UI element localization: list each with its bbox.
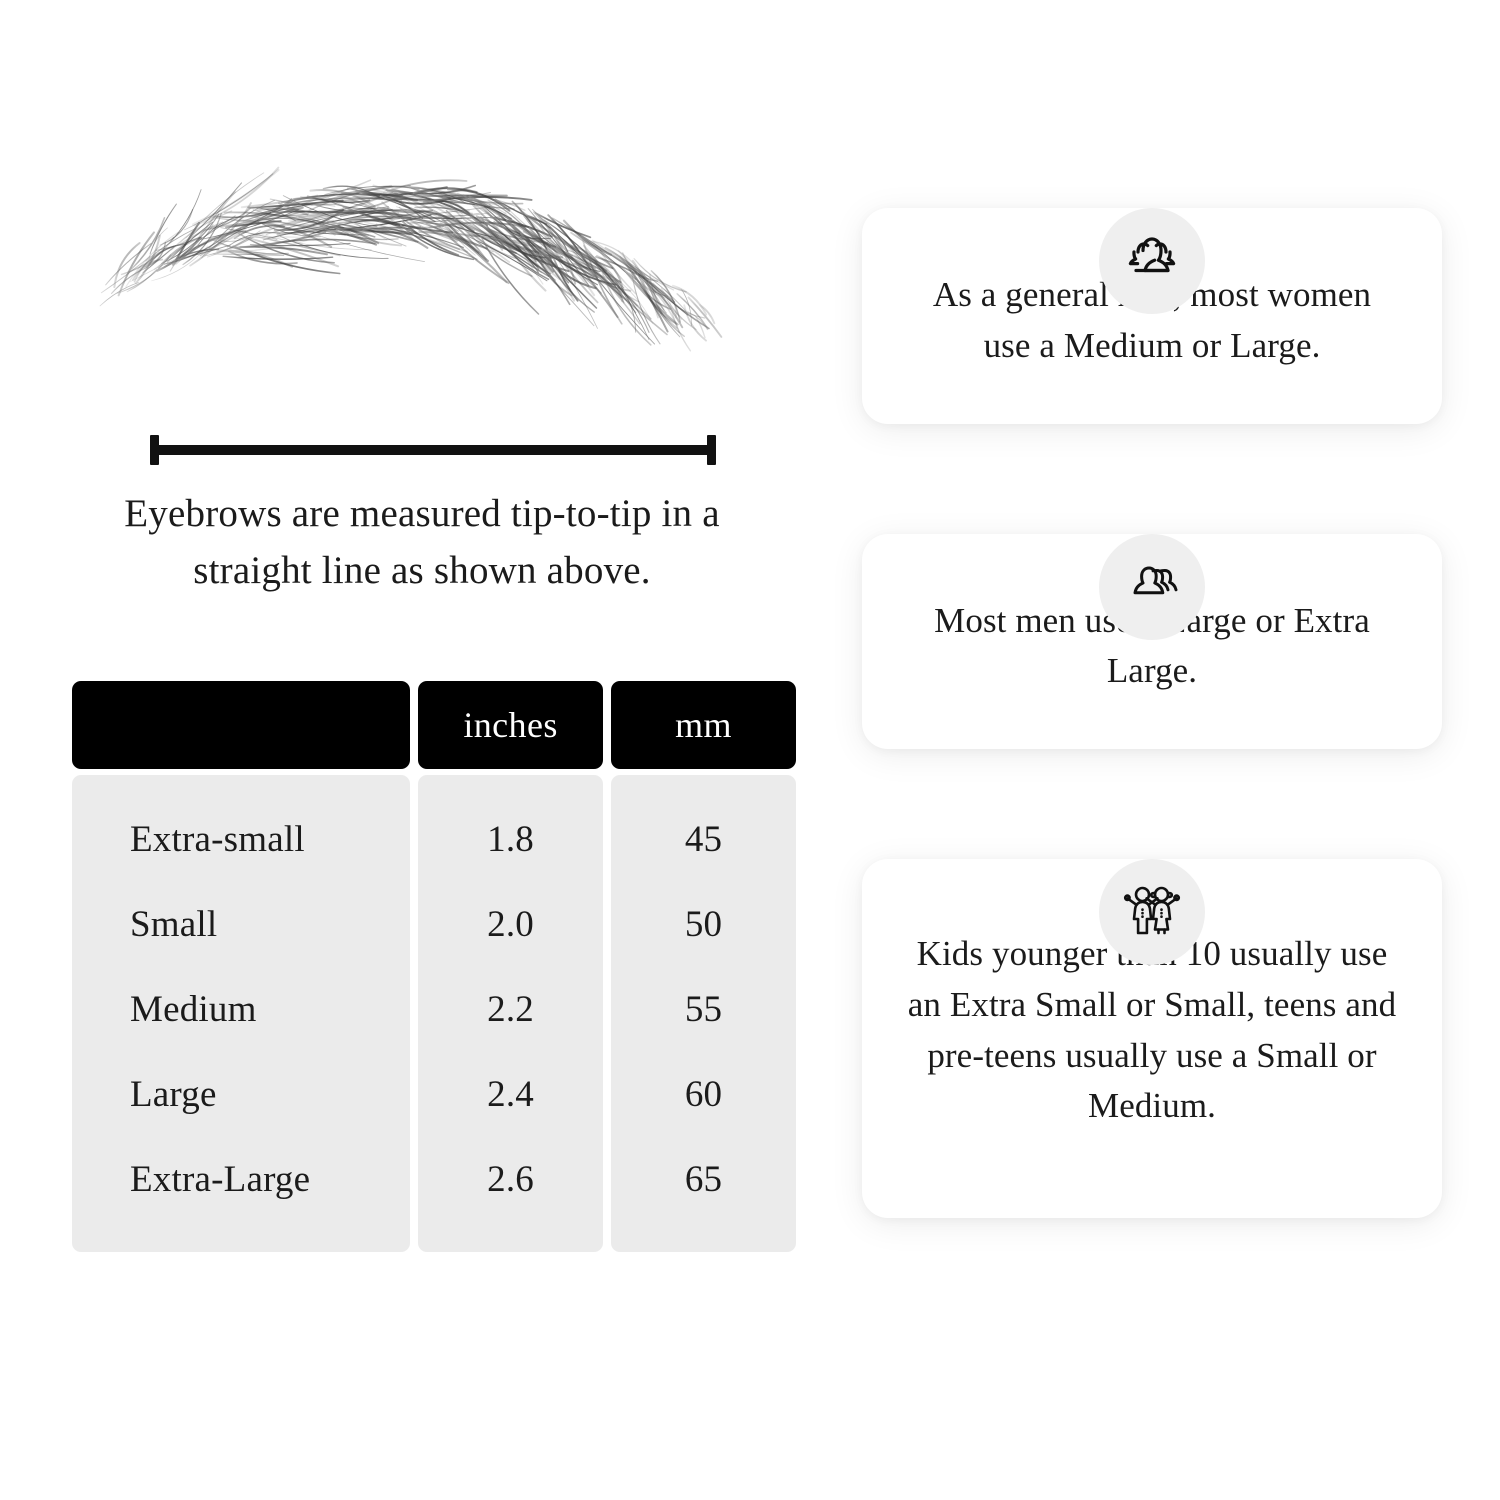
table-cell-size: Extra-small	[130, 819, 305, 861]
measurement-bar	[150, 435, 716, 465]
table-cell-inches: 2.4	[487, 1074, 534, 1116]
men-group-icon	[1099, 533, 1205, 640]
table-cell-size: Medium	[130, 989, 257, 1031]
table-cell-mm: 65	[684, 1159, 723, 1201]
table-cell-size: Extra-Large	[130, 1159, 311, 1201]
info-cards-section: As a general rule, most women use a Medi…	[862, 150, 1442, 1218]
info-card-kids: Kids younger than 10 usually use an Extr…	[862, 859, 1442, 1218]
measurement-caption: Eyebrows are measured tip-to-tip in a st…	[124, 492, 720, 592]
eyebrow-illustration	[99, 166, 723, 352]
women-group-icon	[1099, 208, 1205, 314]
table-cell-mm: 45	[684, 819, 723, 861]
info-card-women: As a general rule, most women use a Medi…	[862, 208, 1442, 424]
eyebrow-figure	[72, 150, 772, 480]
table-body: Extra-small Small Medium Large Extra-Lar…	[72, 775, 796, 1253]
table-header-inches: inches	[418, 681, 604, 770]
table-cell-size: Small	[130, 904, 218, 946]
table-column-size: Extra-small Small Medium Large Extra-Lar…	[72, 775, 411, 1253]
table-cell-mm: 60	[684, 1074, 723, 1116]
table-cell-inches: 2.0	[487, 904, 534, 946]
info-card-men: Most men use a Large or Extra Large.	[862, 533, 1442, 749]
table-header-row: inches mm	[72, 681, 796, 770]
measurement-section: Eyebrows are measured tip-to-tip in a st…	[72, 150, 812, 1253]
table-cell-mm: 50	[684, 904, 723, 946]
table-cell-mm: 55	[684, 989, 723, 1031]
table-cell-size: Large	[130, 1074, 217, 1116]
table-cell-inches: 2.2	[487, 989, 534, 1031]
table-column-inches: 1.8 2.0 2.2 2.4 2.6	[418, 775, 604, 1253]
table-header-mm: mm	[611, 681, 796, 770]
size-table: inches mm Extra-small Small Medium Large…	[72, 681, 796, 1253]
table-header-size	[72, 681, 411, 770]
table-column-mm: 45 50 55 60 65	[611, 775, 796, 1253]
table-cell-inches: 2.6	[487, 1159, 534, 1201]
children-icon	[1099, 859, 1205, 965]
table-cell-inches: 1.8	[487, 819, 534, 861]
